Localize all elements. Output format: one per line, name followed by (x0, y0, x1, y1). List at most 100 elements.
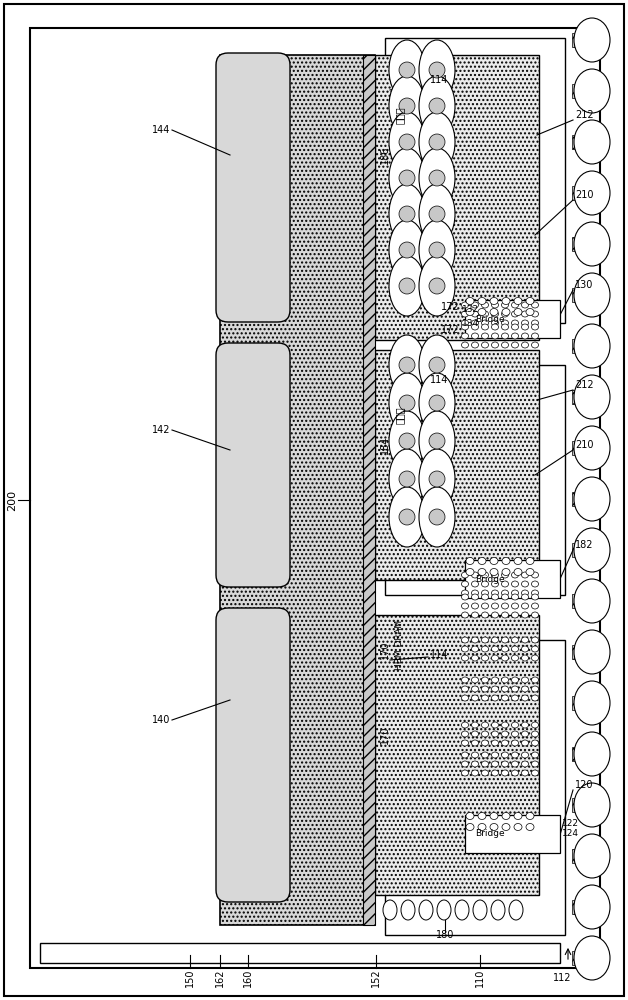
Ellipse shape (514, 308, 522, 316)
Ellipse shape (466, 568, 474, 576)
Bar (572, 84, 592, 98)
Ellipse shape (511, 302, 519, 308)
Bar (572, 33, 592, 47)
Ellipse shape (521, 320, 529, 326)
Text: 170: 170 (380, 726, 390, 744)
Ellipse shape (526, 824, 534, 830)
Text: 144: 144 (151, 125, 170, 135)
Ellipse shape (526, 568, 534, 576)
Ellipse shape (389, 148, 425, 208)
Ellipse shape (478, 308, 486, 316)
Ellipse shape (502, 324, 509, 330)
Ellipse shape (482, 752, 489, 758)
Ellipse shape (511, 646, 519, 652)
Text: 212: 212 (575, 110, 593, 120)
Ellipse shape (482, 695, 489, 701)
Ellipse shape (482, 572, 489, 578)
Bar (572, 849, 592, 863)
Ellipse shape (429, 134, 445, 150)
Ellipse shape (472, 722, 479, 728)
Ellipse shape (472, 637, 479, 643)
Ellipse shape (531, 722, 538, 728)
Ellipse shape (472, 770, 479, 776)
Ellipse shape (511, 722, 519, 728)
Bar (572, 492, 592, 506)
Ellipse shape (511, 333, 519, 339)
Ellipse shape (419, 76, 455, 136)
Text: 134: 134 (462, 318, 479, 328)
Ellipse shape (511, 655, 519, 661)
Ellipse shape (482, 686, 489, 692)
Text: 150: 150 (185, 969, 195, 987)
Ellipse shape (472, 594, 479, 600)
FancyBboxPatch shape (216, 343, 290, 587)
Text: 186: 186 (380, 146, 390, 164)
Ellipse shape (472, 342, 479, 348)
Text: 172: 172 (441, 325, 460, 335)
Ellipse shape (462, 581, 468, 587)
Ellipse shape (492, 770, 499, 776)
Ellipse shape (399, 170, 415, 186)
Ellipse shape (482, 311, 489, 317)
Bar (572, 135, 592, 149)
Ellipse shape (492, 590, 499, 596)
Ellipse shape (399, 134, 415, 150)
Ellipse shape (492, 646, 499, 652)
Ellipse shape (383, 900, 397, 920)
Ellipse shape (502, 761, 509, 767)
Ellipse shape (472, 677, 479, 683)
Ellipse shape (502, 311, 509, 317)
Ellipse shape (472, 603, 479, 609)
Bar (572, 390, 592, 404)
Text: 处理器: 处理器 (395, 106, 405, 124)
Ellipse shape (521, 731, 529, 737)
Ellipse shape (490, 568, 498, 576)
Bar (572, 339, 592, 353)
Ellipse shape (491, 900, 505, 920)
Bar (375, 350, 539, 580)
Ellipse shape (389, 373, 425, 433)
Ellipse shape (478, 558, 486, 564)
Ellipse shape (521, 637, 529, 643)
Text: 152: 152 (371, 969, 381, 987)
Ellipse shape (502, 590, 509, 596)
Ellipse shape (502, 568, 510, 576)
Ellipse shape (502, 558, 510, 564)
Ellipse shape (514, 568, 522, 576)
Ellipse shape (419, 40, 455, 100)
Ellipse shape (482, 581, 489, 587)
Ellipse shape (478, 812, 486, 820)
Ellipse shape (574, 171, 610, 215)
Ellipse shape (419, 335, 455, 395)
Ellipse shape (437, 900, 451, 920)
Ellipse shape (511, 311, 519, 317)
Text: Bridge: Bridge (475, 574, 505, 584)
Ellipse shape (429, 170, 445, 186)
Ellipse shape (531, 311, 538, 317)
Text: 112: 112 (553, 973, 571, 983)
Bar (465, 560, 560, 598)
Ellipse shape (401, 900, 415, 920)
Ellipse shape (466, 812, 474, 820)
Ellipse shape (531, 320, 538, 326)
Ellipse shape (511, 731, 519, 737)
Ellipse shape (419, 487, 455, 547)
Text: 142: 142 (151, 425, 170, 435)
Ellipse shape (531, 686, 538, 692)
Bar (572, 696, 592, 710)
Ellipse shape (531, 655, 538, 661)
Ellipse shape (462, 655, 468, 661)
Bar (220, 55, 375, 925)
Ellipse shape (514, 558, 522, 564)
Ellipse shape (492, 752, 499, 758)
Ellipse shape (511, 320, 519, 326)
Text: 加速器: 加速器 (395, 406, 405, 424)
Text: 132: 132 (462, 304, 479, 314)
Ellipse shape (521, 695, 529, 701)
Bar (572, 288, 592, 302)
Ellipse shape (472, 752, 479, 758)
Ellipse shape (472, 302, 479, 308)
Ellipse shape (531, 581, 538, 587)
Ellipse shape (462, 686, 468, 692)
Ellipse shape (492, 324, 499, 330)
